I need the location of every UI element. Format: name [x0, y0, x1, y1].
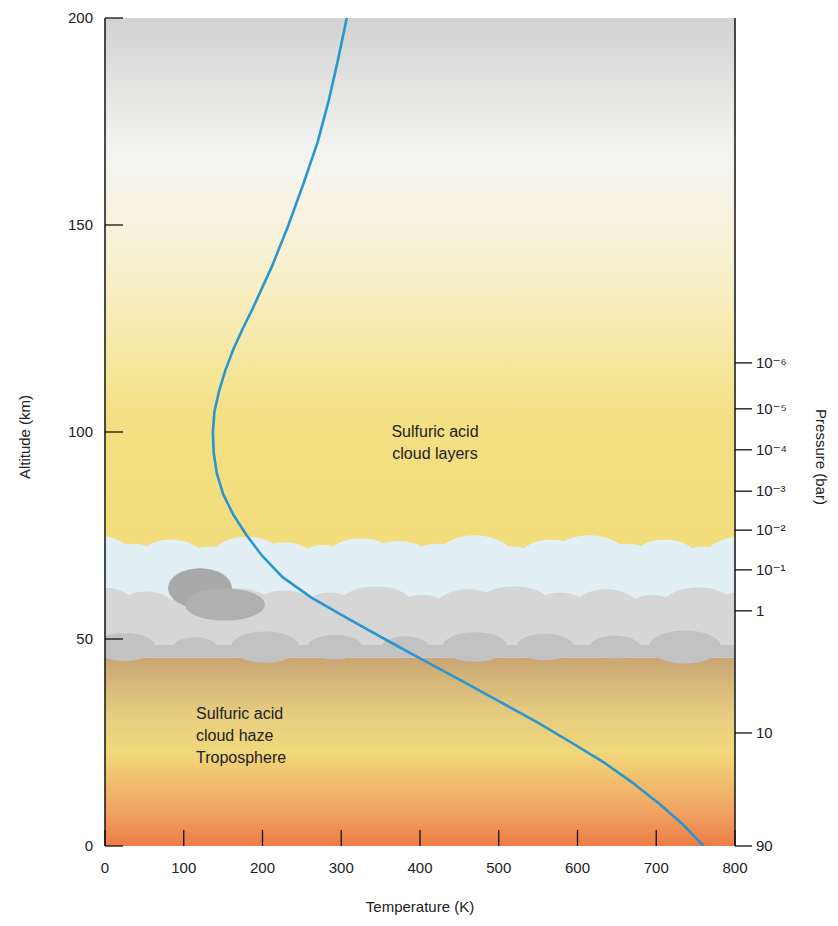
x-tick	[104, 830, 105, 846]
annotation: cloud layers	[392, 445, 477, 462]
cloud-puff	[590, 636, 641, 659]
y2-tick	[735, 362, 752, 363]
cloud-puff	[105, 633, 156, 661]
x-tick-label: 400	[407, 859, 432, 876]
x-axis-title: Temperature (K)	[366, 898, 474, 915]
y2-tick-label: 10⁻¹	[756, 561, 786, 578]
axes: 0 50 100 150 200 0 100 200 300 400 500 600 700 800 10⁻…	[68, 9, 787, 876]
cloud-puff	[516, 634, 574, 660]
y2-tick-label: 10⁻²	[756, 521, 786, 538]
y2-tick-label: 10⁻⁵	[756, 400, 787, 417]
annotation: Sulfuric acid	[391, 423, 478, 440]
y2-tick	[735, 732, 752, 733]
background	[105, 18, 735, 846]
x-tick-label: 800	[722, 859, 747, 876]
cloud-puff	[715, 591, 735, 623]
annotation: cloud haze	[196, 727, 273, 744]
y2-tick	[735, 610, 752, 611]
x-tick	[577, 830, 578, 846]
y2-tick-label: 10⁻³	[756, 482, 786, 499]
x-tick-label: 100	[171, 859, 196, 876]
y2-axis-line	[734, 18, 736, 846]
y-tick-label: 200	[68, 9, 93, 26]
x-tick	[656, 830, 657, 846]
chart: 0 50 100 150 200 0 100 200 300 400 500 600 700 800 10⁻…	[0, 0, 838, 926]
temperature-profile	[213, 18, 704, 846]
y-tick-label: 0	[85, 837, 93, 854]
y2-tick-label: 10⁻⁴	[756, 441, 787, 458]
y2-tick	[735, 491, 752, 492]
x-tick-label: 300	[329, 859, 354, 876]
y2-tick-label: 90	[756, 837, 773, 854]
y-tick	[105, 431, 123, 432]
data	[213, 18, 704, 846]
x-tick-label: 700	[644, 859, 669, 876]
y2-tick	[735, 529, 752, 530]
cloud-puff	[442, 632, 507, 662]
y-tick-label: 100	[68, 423, 93, 440]
clouds	[105, 535, 735, 663]
y-tick	[105, 17, 123, 18]
cloud-puff	[308, 635, 362, 660]
cloud-puff	[173, 637, 216, 657]
x-tick-label: 500	[486, 859, 511, 876]
x-tick-label: 0	[101, 859, 109, 876]
y2-tick	[735, 569, 752, 570]
x-tick-label: 200	[250, 859, 275, 876]
x-tick	[419, 830, 420, 846]
x-tick	[183, 830, 184, 846]
y2-tick	[735, 845, 752, 846]
y2-tick	[735, 408, 752, 409]
y-tick-label: 150	[68, 216, 93, 233]
troposphere-band	[105, 658, 735, 846]
annotation: Troposphere	[196, 749, 286, 766]
cloud-puff	[649, 631, 721, 664]
cloud-puff	[231, 631, 300, 662]
y2-tick-label: 10⁻⁶	[756, 354, 787, 371]
cloud-puff	[117, 591, 175, 623]
x-tick	[341, 830, 342, 846]
page: {"chart_data": { "type": "line", "x_labe…	[0, 0, 838, 926]
x-tick	[498, 830, 499, 846]
cloud-dark	[185, 589, 265, 621]
y2-tick-label: 10	[756, 724, 773, 741]
y-tick	[105, 638, 123, 639]
x-tick-label: 600	[565, 859, 590, 876]
y2-tick-label: 1	[756, 602, 764, 619]
x-tick	[734, 830, 735, 846]
y-tick	[105, 845, 123, 846]
cloud-puff	[382, 636, 429, 657]
y2-axis-title: Pressure (bar)	[813, 409, 830, 505]
y-axis-title: Altitude (km)	[16, 395, 33, 479]
x-tick	[262, 830, 263, 846]
upper-atmosphere	[105, 18, 735, 658]
y-tick-label: 50	[76, 630, 93, 647]
annotation: Sulfuric acid	[196, 705, 283, 722]
y2-tick	[735, 449, 752, 450]
y-tick	[105, 224, 123, 225]
cloud-puff	[701, 537, 735, 590]
